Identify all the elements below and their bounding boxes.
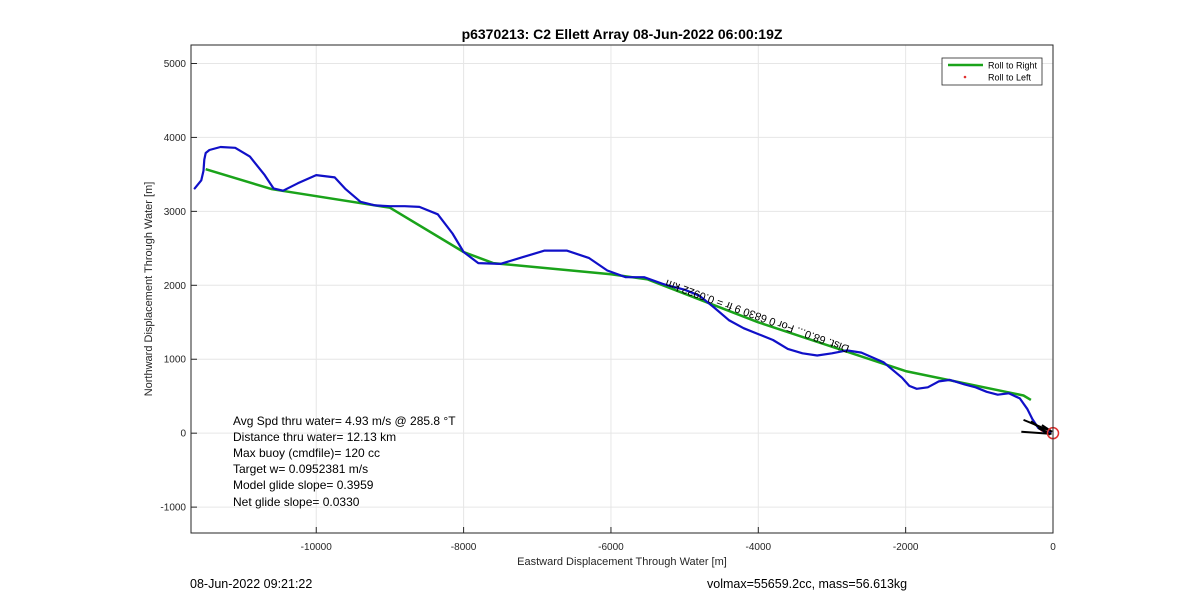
grid-lines: [191, 45, 1054, 533]
axis-ticks: -10000 -8000 -6000 -4000 -2000 0-100001000200…: [160, 59, 1056, 553]
stat-distance: Distance thru water= 12.13 km: [233, 430, 396, 444]
y-tick-label: 1000: [164, 355, 187, 366]
x-tick-label: -10000: [301, 542, 333, 553]
legend-label-roll-left: Roll to Left: [988, 73, 1032, 83]
y-tick-label: 0: [180, 429, 186, 440]
chart-title: p6370213: C2 Ellett Array 08-Jun-2022 06…: [462, 26, 783, 42]
footer-timestamp: 08-Jun-2022 09:21:22: [190, 577, 313, 591]
stat-avg-speed: Avg Spd thru water= 4.93 m/s @ 285.8 °T: [233, 414, 456, 428]
legend-box: [941, 57, 1043, 86]
plot-axes-box: [190, 44, 1054, 534]
y-tick-label: 4000: [164, 133, 187, 144]
stat-max-buoy: Max buoy (cmdfile)= 120 cc: [233, 446, 380, 460]
x-tick-label: -4000: [746, 542, 772, 553]
footer-volmax-mass: volmax=55659.2cc, mass=56.613kg: [707, 577, 908, 591]
x-tick-label: -8000: [451, 542, 477, 553]
y-tick-label: -1000: [160, 503, 186, 514]
stat-model-glide: Model glide slope= 0.3959: [233, 478, 374, 492]
x-tick-label: -2000: [893, 542, 919, 553]
stat-target-w: Target w= 0.0952381 m/s: [233, 462, 368, 476]
y-axis-label: Northward Displacement Through Water [m]: [143, 182, 155, 397]
stat-net-glide: Net glide slope= 0.0330: [233, 495, 360, 509]
legend: Roll to Right Roll to Left: [941, 57, 1043, 86]
stats-annotation: Avg Spd thru water= 4.93 m/s @ 285.8 °T …: [233, 414, 456, 509]
y-tick-label: 3000: [164, 207, 187, 218]
y-tick-label: 2000: [164, 281, 187, 292]
x-axis-label: Eastward Displacement Through Water [m]: [517, 556, 727, 568]
series-track-line: [193, 145, 1052, 434]
y-tick-label: 5000: [164, 59, 187, 70]
legend-label-roll-right: Roll to Right: [988, 61, 1038, 71]
series-roll-to-right-line: [205, 168, 1032, 401]
legend-swatch-roll-left: [963, 75, 967, 79]
x-tick-label: 0: [1050, 542, 1056, 553]
plot-area-background: [191, 45, 1053, 533]
x-tick-label: -6000: [598, 542, 624, 553]
